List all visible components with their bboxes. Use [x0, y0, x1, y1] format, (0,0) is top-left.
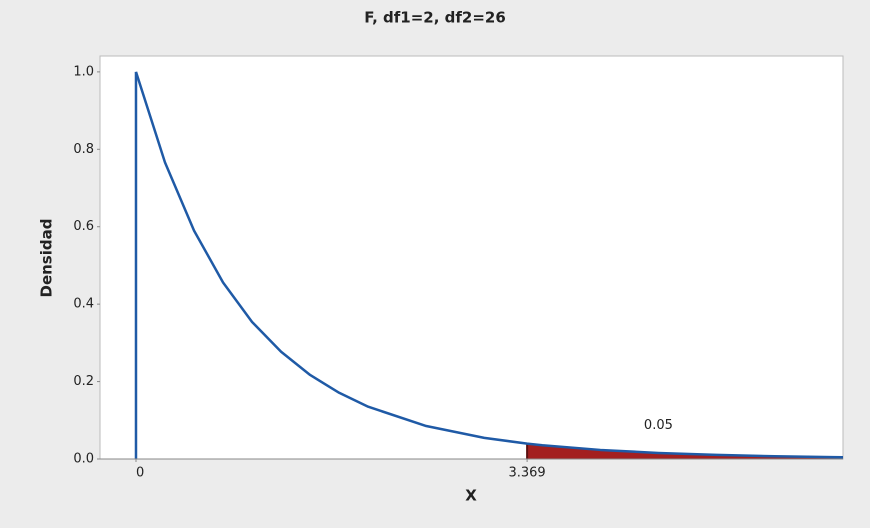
x-tick-label: 0: [136, 466, 144, 481]
y-tick-label: 1.0: [73, 64, 94, 79]
plot-area: [99, 55, 844, 460]
y-axis-label: Densidad: [38, 219, 56, 298]
shaded-area: [527, 443, 843, 459]
y-tick-label: 0.8: [73, 142, 94, 157]
chart-title: F, df1=2, df2=26: [364, 9, 506, 27]
y-tick-label: 0.4: [73, 297, 94, 312]
x-axis-label: X: [465, 487, 477, 505]
area-label: 0.05: [644, 418, 673, 433]
y-tick-label: 0.2: [73, 374, 94, 389]
y-tick-label: 0.6: [73, 219, 94, 234]
density-curve: [134, 71, 844, 459]
y-tick-label: 0.0: [73, 452, 94, 467]
x-tick-label: 3.369: [508, 466, 545, 481]
